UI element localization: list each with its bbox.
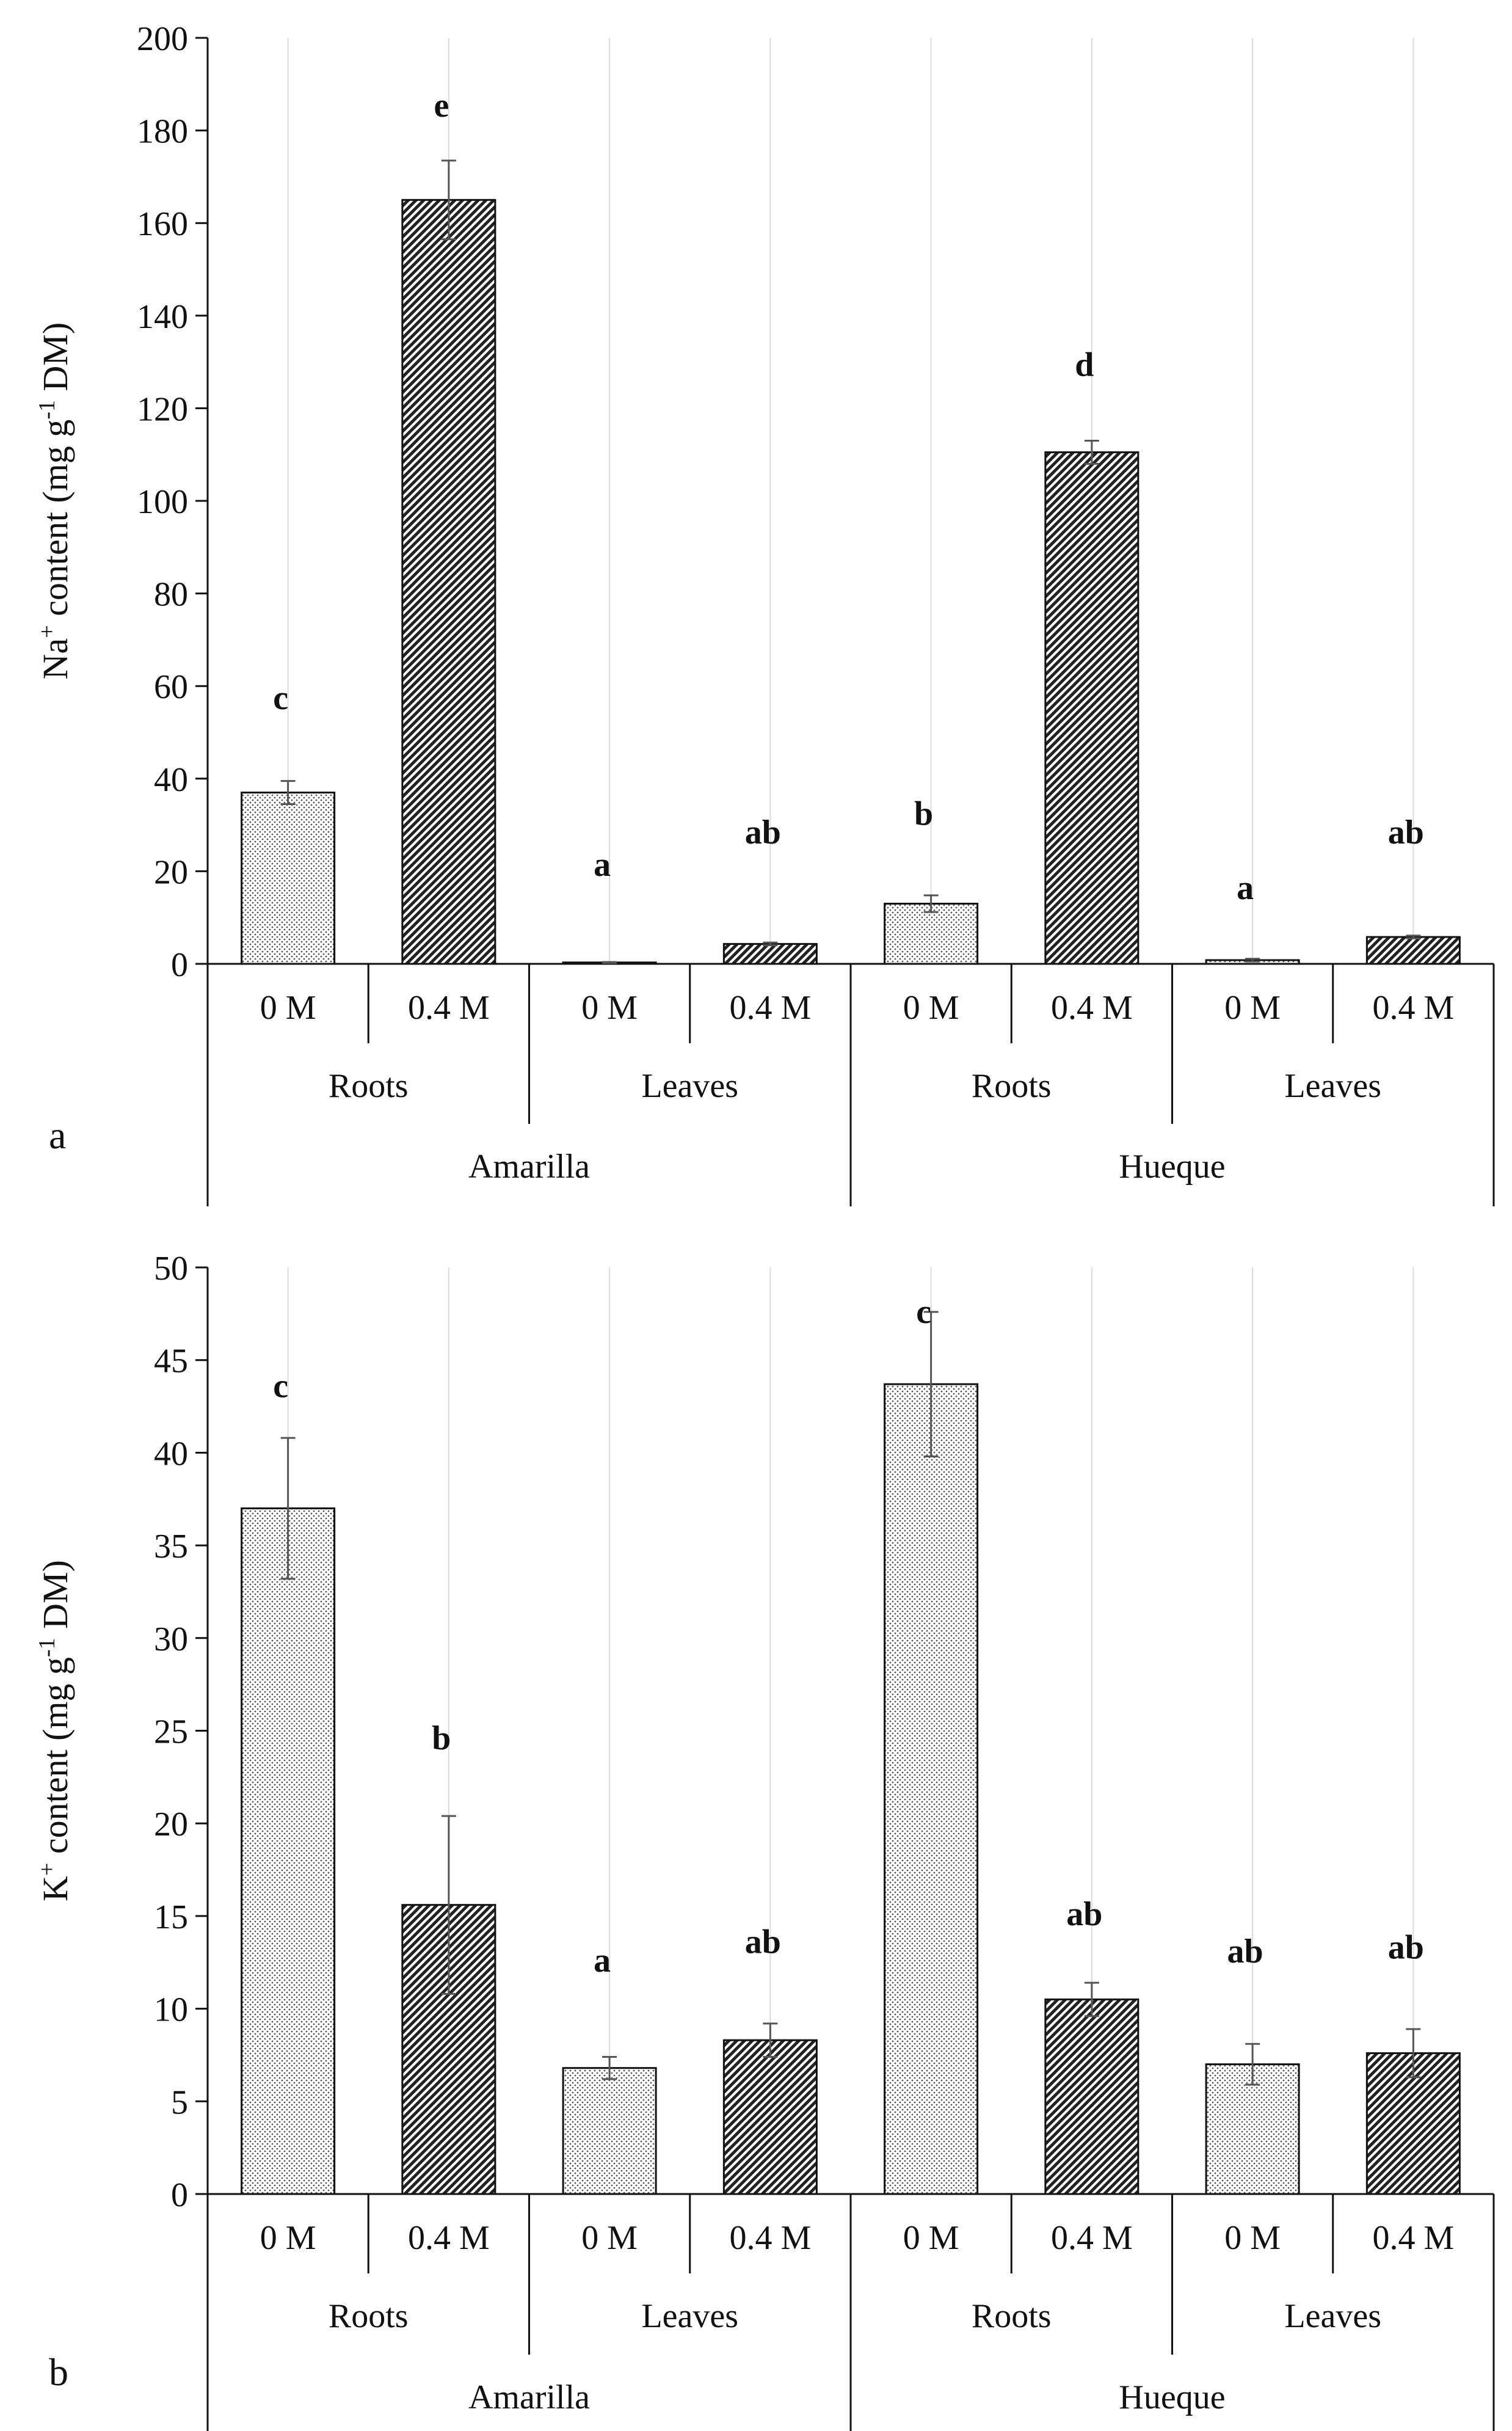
y-tick-label: 10 [154, 1991, 188, 2029]
x-tissue-label: Leaves [641, 2297, 738, 2335]
y-tick-label: 25 [154, 1713, 188, 1751]
x-treatment-label: 0.4 M [729, 2219, 811, 2257]
y-tick-label: 20 [154, 853, 188, 891]
bar [241, 792, 336, 965]
y-axis-title-part: DM) [35, 323, 75, 400]
y-tick-label: 140 [137, 298, 188, 336]
y-tick-label: 40 [154, 761, 188, 799]
y-tick-label: 5 [171, 2083, 188, 2121]
y-tick-label: 15 [154, 1898, 188, 1936]
chart-panel-b: 0 5 10 15 20 25 30 35 40 45 50 c b a ab c ab ab ab 0 M 0.4 M… [34, 1250, 1495, 2431]
bar [1044, 1998, 1139, 2195]
significance-letter: a [594, 1942, 611, 1980]
y-tick-label: 80 [154, 576, 188, 614]
y-tick-label: 35 [154, 1528, 188, 1565]
x-treatment-label: 0.4 M [729, 989, 811, 1027]
x-tissue-label: Roots [329, 2297, 409, 2335]
bar [884, 1383, 979, 2195]
x-treatment-label: 0 M [581, 989, 638, 1027]
bar [1365, 936, 1461, 965]
x-treatment-label: 0.4 M [1372, 989, 1454, 1027]
y-axis-title-superscript: + [34, 1863, 60, 1876]
x-treatment-label: 0 M [903, 2219, 959, 2257]
y-axis-title: K+ content (mg g-1 DM) [34, 1560, 75, 1901]
x-tissue-label: Roots [972, 2297, 1052, 2335]
x-cultivar-label: Amarilla [468, 2378, 590, 2416]
y-axis-title-superscript: -1 [34, 1638, 60, 1657]
significance-letter: a [1237, 869, 1254, 907]
bar [1205, 2063, 1300, 2195]
x-treatment-label: 0.4 M [1051, 989, 1133, 1027]
significance-letter: a [594, 846, 611, 884]
x-treatment-label: 0 M [1224, 2219, 1281, 2257]
x-treatment-label: 0.4 M [408, 989, 490, 1027]
y-tick-label: 160 [137, 205, 188, 243]
significance-letter: ab [1388, 1929, 1424, 1967]
x-treatment-label: 0 M [260, 989, 316, 1027]
x-treatment-label: 0.4 M [1372, 2219, 1454, 2257]
bar [1044, 451, 1139, 965]
significance-letter: b [432, 1719, 451, 1757]
significance-letter: b [914, 795, 933, 833]
y-tick-label: 60 [154, 668, 188, 706]
y-tick-label: 30 [154, 1620, 188, 1658]
y-axis-title-superscript: + [34, 625, 60, 638]
panel-label: b [49, 2350, 68, 2394]
y-tick-label: 180 [137, 113, 188, 151]
bar [722, 2039, 818, 2195]
x-cultivar-label: Amarilla [468, 1148, 590, 1186]
x-treatment-label: 0.4 M [1051, 2219, 1133, 2257]
significance-letter: ab [1227, 1933, 1263, 1970]
significance-letter: ab [745, 814, 781, 851]
x-treatment-label: 0 M [260, 2219, 316, 2257]
bar [884, 902, 979, 965]
chart-panel-a: 0 20 40 60 80 100 120 140 160 180 200 c e a ab b d a ab 0 M… [34, 20, 1495, 1206]
y-tick-label: 100 [137, 483, 188, 521]
x-cultivar-label: Hueque [1119, 1148, 1225, 1186]
significance-letter: c [273, 1367, 288, 1405]
x-tissue-label: Roots [972, 1067, 1052, 1105]
y-tick-label: 40 [154, 1435, 188, 1473]
significance-letter: c [916, 1293, 931, 1331]
x-treatment-label: 0 M [1224, 989, 1281, 1027]
significance-letter: e [434, 87, 449, 125]
y-axis-title-part: K [35, 1876, 75, 1901]
y-axis-title-part: content (mg g [35, 1657, 75, 1863]
y-tick-label: 0 [171, 946, 188, 984]
y-axis-title: Na+ content (mg g-1 DM) [34, 323, 75, 680]
y-tick-label: 0 [171, 2176, 188, 2214]
y-axis-title-part: Na [35, 638, 75, 680]
x-treatment-label: 0 M [581, 2219, 638, 2257]
y-axis-title-part: content (mg g [35, 420, 75, 625]
x-treatment-label: 0 M [903, 989, 959, 1027]
significance-letter: ab [1388, 814, 1424, 851]
x-tissue-label: Leaves [641, 1067, 738, 1105]
y-tick-label: 45 [154, 1343, 188, 1380]
y-axis-title-part: DM) [35, 1560, 75, 1638]
y-tick-label: 20 [154, 1806, 188, 1843]
bar [401, 199, 496, 965]
x-tissue-label: Leaves [1284, 1067, 1381, 1105]
bar [562, 2067, 657, 2195]
significance-letter: c [273, 679, 288, 717]
y-tick-label: 200 [137, 20, 188, 58]
y-tick-label: 120 [137, 390, 188, 428]
bar [241, 1507, 336, 2195]
significance-letter: d [1075, 346, 1094, 384]
panel-label: a [49, 1113, 66, 1157]
x-tissue-label: Roots [329, 1067, 409, 1105]
x-tissue-label: Leaves [1284, 2297, 1381, 2335]
significance-letter: ab [745, 1923, 781, 1961]
x-treatment-label: 0.4 M [408, 2219, 490, 2257]
y-axis-title-superscript: -1 [34, 400, 60, 420]
bar [722, 942, 818, 965]
significance-letter: ab [1066, 1895, 1102, 1933]
x-cultivar-label: Hueque [1119, 2378, 1225, 2416]
y-tick-label: 50 [154, 1250, 188, 1288]
